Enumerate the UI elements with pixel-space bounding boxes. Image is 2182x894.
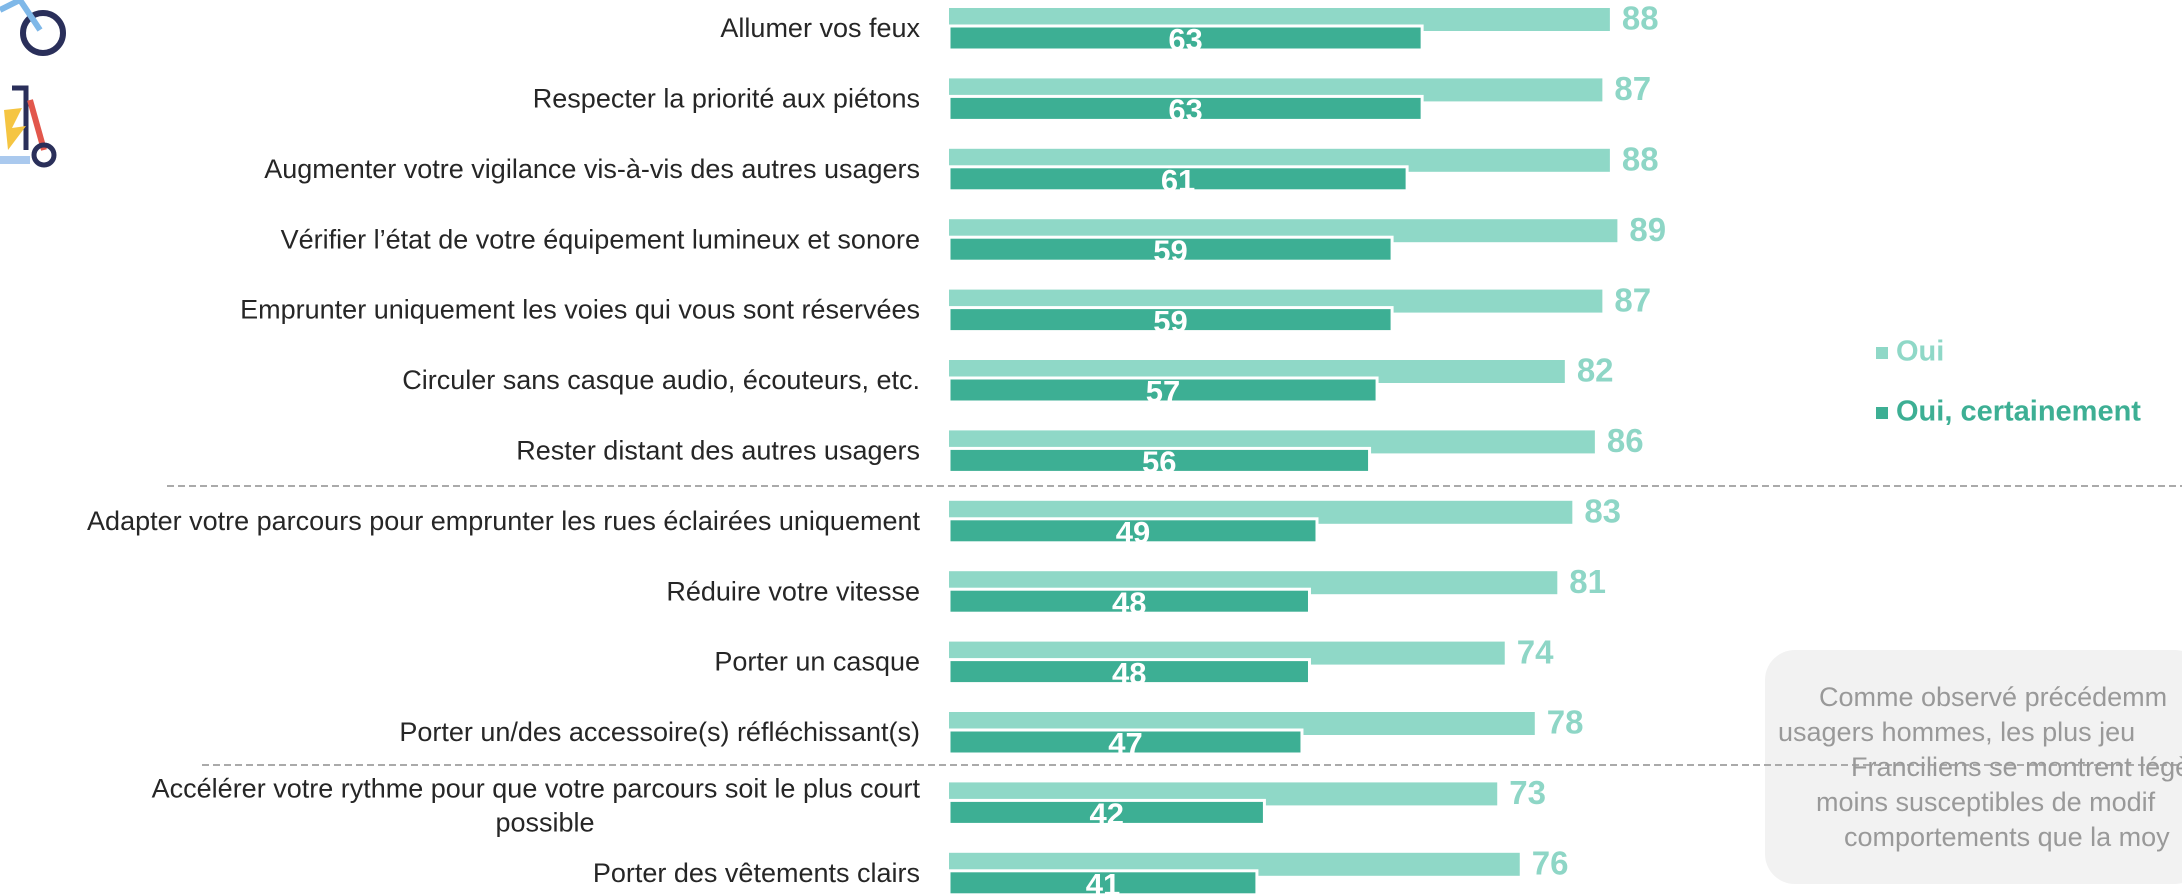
bar [947,587,1311,615]
value-label: 57 [1146,374,1180,409]
value-label: 87 [1614,281,1651,318]
annotation: usagers hommes, les plus jeu [1778,717,2135,747]
value-label: 78 [1547,704,1584,741]
legend-label: Oui, certainement [1896,396,2141,428]
value-label: 42 [1089,797,1123,832]
value-label: 49 [1116,515,1150,550]
category-label: possible [495,808,594,838]
value-label: 83 [1584,493,1621,530]
category-label: Adapter votre parcours pour emprunter le… [87,506,920,536]
value-label: 41 [1086,867,1120,894]
category-label: Rester distant des autres usagers [516,436,920,466]
value-label: 48 [1112,585,1146,620]
category-label: Allumer vos feux [720,13,920,43]
annotation: Franciliens se montrent légè [1851,752,2182,782]
annotation: comportements que la moy [1844,822,2170,852]
value-label: 61 [1161,163,1195,198]
bar [947,165,1409,193]
icons [0,0,66,168]
bar [947,517,1319,545]
value-label: 81 [1569,563,1606,600]
legend-swatch [1876,407,1888,419]
value-label: 88 [1622,0,1659,37]
category-label: Circuler sans casque audio, écouteurs, e… [402,365,920,395]
value-label: 63 [1168,93,1202,128]
category-label: Augmenter votre vigilance vis-à-vis des … [264,154,920,184]
bar [947,869,1259,894]
annotation: moins susceptibles de modif [1816,787,2156,817]
bar [947,306,1394,334]
annotation: Comme observé précédemm [1819,682,2167,712]
value-label: 89 [1629,211,1666,248]
value-label: 82 [1577,352,1614,389]
value-label: 56 [1142,445,1176,480]
category-label: Porter des vêtements clairs [593,858,920,888]
value-label: 59 [1153,233,1187,268]
value-label: 59 [1153,304,1187,339]
note-box [1765,650,2182,884]
category-label: Accélérer votre rythme pour que votre pa… [152,774,921,804]
category-label: Respecter la priorité aux piétons [533,84,920,114]
bar [947,24,1424,52]
legend-swatch [1876,347,1888,359]
bar [947,94,1424,122]
category-label: Emprunter uniquement les voies qui vous … [240,295,920,325]
value-label: 48 [1112,656,1146,691]
category-label: Porter un casque [714,647,920,677]
value-label: 87 [1614,70,1651,107]
value-label: 86 [1607,422,1644,459]
value-label: 88 [1622,141,1659,178]
value-label: 73 [1509,774,1546,811]
value-label: 63 [1168,22,1202,57]
category-label: Porter un/des accessoire(s) réfléchissan… [399,717,920,747]
value-label: 74 [1517,633,1554,670]
value-label: 47 [1108,726,1142,761]
bar [947,376,1379,404]
bar [947,728,1304,756]
category-label: Vérifier l’état de votre équipement lumi… [281,224,920,254]
bar [947,446,1372,474]
legend-label: Oui [1896,336,1944,368]
value-label: 76 [1532,845,1569,882]
bar [947,798,1266,826]
bar [947,235,1394,263]
bar [947,658,1311,686]
category-label: Réduire votre vitesse [666,576,920,606]
